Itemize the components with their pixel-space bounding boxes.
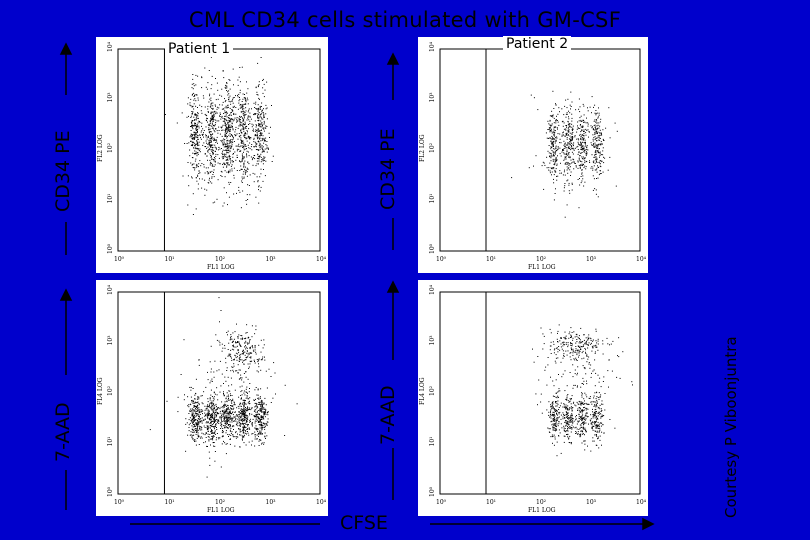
x-tick-label: 10⁰ (436, 256, 447, 263)
plot-patient1-cd34: 10⁰ 10⁰ 10¹ 10¹ 10² 10² 10³ 10³ 10⁴ 10⁴ FL1 LOG FL2… (96, 37, 328, 273)
x-axis-name: FL1 LOG (207, 507, 235, 514)
dot-cloud (532, 324, 633, 457)
y-tick-label: 10⁴ (429, 41, 436, 52)
y-tick-label: 10⁴ (429, 284, 436, 295)
plot-frame (439, 291, 641, 495)
plot-frame (117, 48, 321, 252)
plot-patient2-cd34: 10⁰ 10⁰ 10¹ 10¹ 10² 10² 10³ 10³ 10⁴ 10⁴ FL1 LOG FL2… (418, 37, 648, 273)
x-tick-label: 10¹ (486, 499, 496, 506)
x-tick-label: 10⁰ (114, 499, 125, 506)
y-axis-name: FL2 LOG (419, 134, 426, 162)
x-tick-label: 10² (215, 499, 226, 506)
y-tick-label: 10² (107, 142, 114, 153)
courtesy-credit: Courtesy P Viboonjuntra (722, 336, 740, 518)
y-tick-label: 10⁴ (107, 284, 114, 295)
x-tick-label: 10¹ (165, 499, 175, 506)
x-tick-label: 10³ (586, 499, 597, 506)
x-tick-label: 10⁰ (114, 256, 125, 263)
y-tick-label: 10³ (429, 92, 436, 103)
x-tick-label: 10⁴ (316, 499, 327, 506)
plot-patient1-aad: 10⁰ 10⁰ 10¹ 10¹ 10² 10² 10³ 10³ 10⁴ 10⁴ FL1 LOG FL4… (96, 280, 328, 516)
x-tick-label: 10² (536, 256, 547, 263)
y-tick-label: 10³ (429, 335, 436, 346)
y-axis-name: FL4 LOG (419, 377, 426, 405)
patient2-label: Patient 2 (503, 36, 572, 52)
x-tick-label: 10³ (586, 256, 597, 263)
x-tick-label: 10² (536, 499, 547, 506)
plot-patient2-aad: 10⁰ 10⁰ 10¹ 10¹ 10² 10² 10³ 10³ 10⁴ 10⁴ FL1 LOG FL4… (418, 280, 648, 516)
y-tick-label: 10² (107, 385, 114, 396)
y-tick-label: 10¹ (429, 436, 436, 446)
patient1-label: Patient 1 (165, 41, 234, 57)
x-tick-label: 10⁴ (636, 499, 647, 506)
aad-label-mid: 7-AAD (377, 385, 399, 445)
y-axis-name: FL2 LOG (97, 134, 104, 162)
plot-frame (117, 291, 321, 495)
x-axis-name: FL1 LOG (528, 264, 556, 271)
y-tick-label: 10⁰ (429, 486, 436, 497)
x-tick-label: 10¹ (486, 256, 496, 263)
x-axis-name: FL1 LOG (207, 264, 235, 271)
cd34-label-mid: CD34 PE (377, 128, 399, 210)
x-axis-name: FL1 LOG (528, 507, 556, 514)
dot-cloud (164, 56, 274, 215)
x-tick-label: 10⁰ (436, 499, 447, 506)
x-tick-label: 10¹ (165, 256, 175, 263)
dot-cloud (511, 90, 618, 218)
y-tick-label: 10³ (107, 335, 114, 346)
dot-cloud (149, 297, 298, 478)
cd34-label-left: CD34 PE (52, 130, 74, 212)
x-tick-label: 10³ (266, 499, 277, 506)
y-tick-label: 10⁰ (429, 243, 436, 254)
y-tick-label: 10⁰ (107, 486, 114, 497)
y-tick-label: 10¹ (429, 193, 436, 203)
x-tick-label: 10² (215, 256, 226, 263)
plot-frame (439, 48, 641, 252)
slide-title: CML CD34 cells stimulated with GM-CSF (188, 8, 622, 32)
x-tick-label: 10⁴ (316, 256, 327, 263)
y-tick-label: 10⁰ (107, 243, 114, 254)
cfse-label: CFSE (340, 512, 388, 534)
x-tick-label: 10³ (266, 256, 277, 263)
aad-label-left: 7-AAD (52, 402, 74, 462)
x-tick-label: 10⁴ (636, 256, 647, 263)
y-tick-label: 10⁴ (107, 41, 114, 52)
y-tick-label: 10² (429, 385, 436, 396)
y-axis-name: FL4 LOG (97, 377, 104, 405)
y-tick-label: 10² (429, 142, 436, 153)
y-tick-label: 10³ (107, 92, 114, 103)
y-tick-label: 10¹ (107, 193, 114, 203)
y-tick-label: 10¹ (107, 436, 114, 446)
